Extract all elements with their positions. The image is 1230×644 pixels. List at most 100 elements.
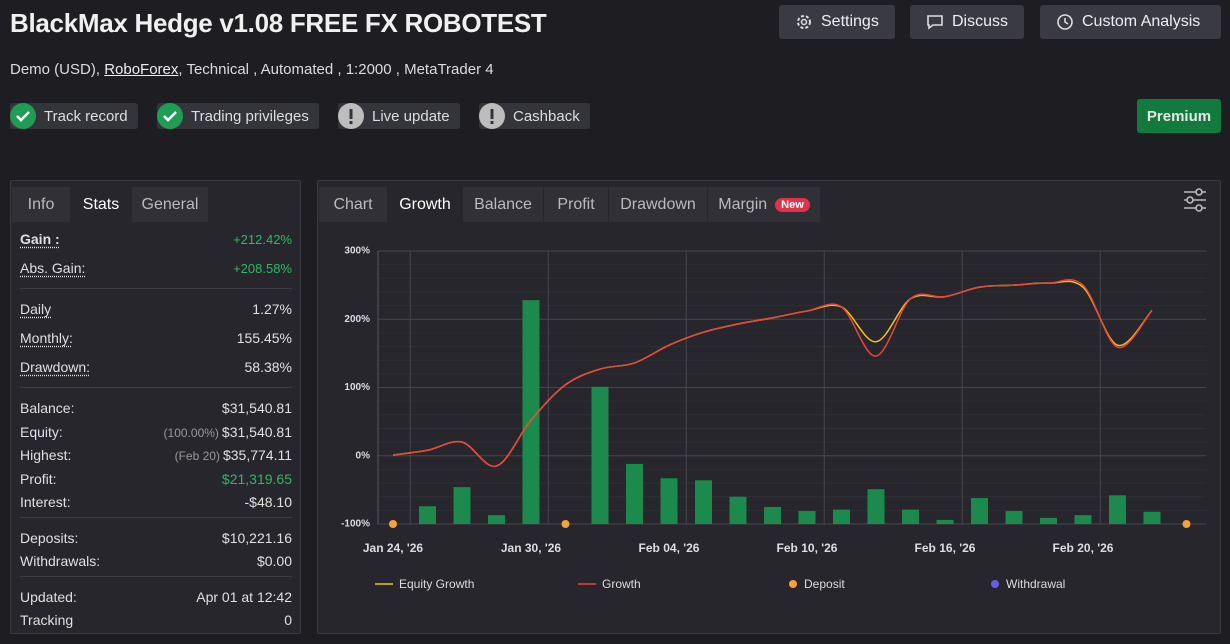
value-text: 58.38% [244, 359, 292, 375]
stat-value: $0.00 [257, 553, 292, 569]
stat-row: Profit: $21,319.65 [20, 468, 292, 490]
label: Track record [44, 107, 128, 125]
stat-row: Interest: -$48.10 [20, 491, 292, 513]
stat-value: +212.42% [233, 231, 292, 247]
stat-label: Drawdown: [20, 359, 91, 375]
value-text: $10,221.16 [221, 529, 292, 546]
stat-row: Gain : +212.42% [20, 228, 292, 250]
badge: Live update [338, 103, 460, 129]
tab[interactable]: Stats [71, 187, 131, 222]
title: BlackMax Hedge v1.08 FREE FX ROBOTEST [10, 8, 547, 38]
stat-row: Drawdown: 58.38% [20, 356, 292, 378]
stat-value: 1.27% [252, 301, 292, 317]
stat-note: (Feb 20) [174, 449, 220, 463]
stat-label: Updated: [20, 588, 77, 605]
stat-row: Balance: $31,540.81 [20, 397, 292, 419]
label: Discuss [952, 13, 1009, 30]
stat-value: $21,319.65 [222, 471, 292, 487]
stat-row: Tracking 0 [20, 609, 292, 631]
details: , Technical , Automated , 1:2000 , MetaT… [178, 61, 494, 78]
stat-value: -$48.10 [245, 494, 292, 510]
separator [20, 387, 292, 388]
stat-value: 0 [284, 612, 292, 628]
stat-label: Equity: [20, 423, 63, 440]
tab[interactable]: Balance [463, 187, 543, 222]
broker-link[interactable]: RoboForex [104, 61, 179, 78]
settings-button[interactable]: Settings [779, 5, 895, 39]
stat-value: 58.38% [245, 359, 292, 375]
stat-value: Apr 01 at 12:42 [196, 589, 292, 605]
tab[interactable]: General [132, 187, 208, 222]
warn-icon [479, 103, 505, 129]
stat-row: Deposits: $10,221.16 [20, 527, 292, 549]
stat-value: (Feb 20) $35,774.11 [175, 447, 292, 463]
stat-value: $31,540.81 [222, 400, 292, 416]
badge: Cashback [479, 103, 590, 129]
new-badge: New [775, 197, 810, 212]
subtitle: Demo (USD), RoboForex, Technical , Autom… [10, 61, 494, 78]
tab[interactable]: Margin New [708, 187, 820, 222]
stat-row: Equity: (100.00%) $31,540.81 [20, 421, 292, 443]
custom-analysis-button[interactable]: Custom Analysis [1040, 5, 1221, 39]
icon [797, 15, 811, 29]
value-text: $21,319.65 [221, 470, 292, 487]
tab[interactable]: Chart [319, 187, 387, 222]
premium-button[interactable]: Premium [1137, 99, 1221, 133]
badge: Track record [10, 103, 138, 129]
value-text: 155.45% [236, 330, 292, 346]
stat-label: Interest: [20, 494, 71, 510]
chart-panel: Chart Growth Balance Profit Drawdown Margin Ne… [317, 180, 1221, 634]
stat-row: Updated: Apr 01 at 12:42 [20, 586, 292, 608]
stat-label: Gain : [20, 231, 60, 247]
stat-label: Highest: [20, 447, 72, 463]
icon [927, 15, 943, 30]
check-icon [10, 103, 36, 129]
value-text: $35,774.11 [222, 447, 292, 463]
stat-row: Daily 1.27% [20, 298, 292, 320]
filter-icon[interactable] [1181, 186, 1209, 214]
stat-value: +208.58% [233, 260, 292, 276]
stat-value: 155.45% [237, 330, 292, 346]
label: Margin [718, 195, 768, 213]
separator [20, 516, 292, 518]
stat-label: Tracking [20, 612, 74, 628]
value-text: +212.42% [233, 232, 292, 247]
discuss-button[interactable]: Discuss [910, 5, 1025, 39]
tab[interactable]: Growth [388, 187, 462, 222]
account: Demo (USD), [10, 61, 101, 78]
value-text: +208.58% [233, 261, 292, 276]
value-text: -$48.10 [244, 494, 292, 510]
value-text: Apr 01 at 12:42 [196, 588, 292, 605]
stat-label: Deposits: [20, 529, 79, 546]
check-icon [157, 103, 183, 129]
warn-icon [338, 103, 364, 129]
stats-panel: Info Stats General Gain : +212.42% Abs. Gain… [10, 180, 301, 634]
stat-label: Abs. Gain: [20, 260, 86, 276]
badge: Trading privileges [157, 103, 319, 129]
label: Custom Analysis [1082, 13, 1201, 30]
stat-label: Profit: [20, 470, 57, 487]
label: Trading privileges [191, 107, 309, 125]
stat-row: Highest: (Feb 20) $35,774.11 [20, 444, 292, 466]
tab[interactable]: Drawdown [609, 187, 707, 222]
stat-row: Withdrawals: $0.00 [20, 550, 292, 572]
stat-label: Balance: [20, 400, 75, 416]
value-text: 0 [284, 612, 292, 628]
tab[interactable]: Info [12, 187, 70, 222]
value-text: $31,540.81 [221, 400, 292, 416]
stat-row: Abs. Gain: +208.58% [20, 257, 292, 279]
stat-row: Monthly: 155.45% [20, 327, 292, 349]
stat-label: Daily [20, 301, 52, 317]
stat-value: $10,221.16 [222, 530, 292, 546]
separator [20, 288, 292, 289]
label: Cashback [513, 107, 580, 125]
stat-label: Monthly: [20, 330, 73, 346]
value-text: 1.27% [252, 301, 292, 317]
stat-value: (100.00%) $31,540.81 [164, 424, 292, 440]
value-text: $31,540.81 [221, 423, 292, 440]
label: Live update [372, 107, 450, 125]
tab[interactable]: Profit [544, 187, 608, 222]
stat-label: Withdrawals: [20, 553, 101, 569]
label: Settings [821, 13, 879, 30]
